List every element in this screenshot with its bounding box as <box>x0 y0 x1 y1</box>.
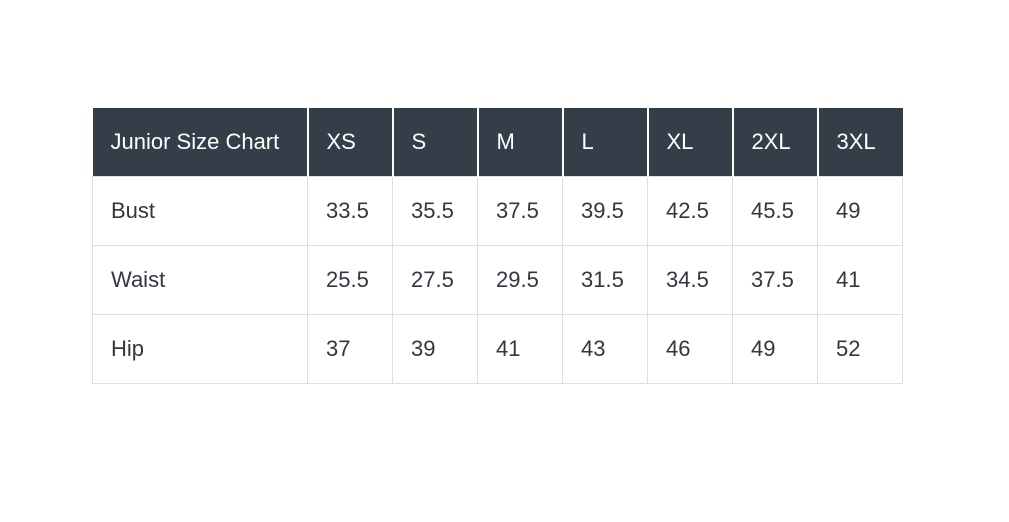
cell-hip-xs: 37 <box>307 314 393 384</box>
cell-waist-xs: 25.5 <box>307 245 393 315</box>
row-label-waist: Waist <box>92 245 308 315</box>
table-row-waist: Waist 25.5 27.5 29.5 31.5 34.5 37.5 41 <box>92 245 903 315</box>
cell-hip-3xl: 52 <box>817 314 903 384</box>
table-header-row: Junior Size Chart XS S M L XL 2XL 3XL <box>92 108 903 177</box>
cell-hip-2xl: 49 <box>732 314 818 384</box>
cell-bust-2xl: 45.5 <box>732 176 818 246</box>
col-header-2xl: 2XL <box>731 108 818 177</box>
cell-bust-m: 37.5 <box>477 176 563 246</box>
cell-hip-l: 43 <box>562 314 648 384</box>
col-header-xs: XS <box>306 108 393 177</box>
junior-size-chart-table: Junior Size Chart XS S M L XL 2XL 3XL Bu… <box>92 108 903 384</box>
cell-bust-3xl: 49 <box>817 176 903 246</box>
table-row-hip: Hip 37 39 41 43 46 49 52 <box>92 314 903 384</box>
cell-bust-s: 35.5 <box>392 176 478 246</box>
col-header-xl: XL <box>646 108 733 177</box>
row-label-bust: Bust <box>92 176 308 246</box>
cell-waist-m: 29.5 <box>477 245 563 315</box>
table-title-cell: Junior Size Chart <box>92 108 308 177</box>
cell-bust-l: 39.5 <box>562 176 648 246</box>
cell-waist-2xl: 37.5 <box>732 245 818 315</box>
col-header-m: M <box>476 108 563 177</box>
row-label-hip: Hip <box>92 314 308 384</box>
cell-waist-s: 27.5 <box>392 245 478 315</box>
cell-bust-xl: 42.5 <box>647 176 733 246</box>
col-header-s: S <box>391 108 478 177</box>
cell-hip-m: 41 <box>477 314 563 384</box>
table-row-bust: Bust 33.5 35.5 37.5 39.5 42.5 45.5 49 <box>92 176 903 246</box>
cell-bust-xs: 33.5 <box>307 176 393 246</box>
cell-hip-xl: 46 <box>647 314 733 384</box>
col-header-3xl: 3XL <box>816 108 903 177</box>
cell-hip-s: 39 <box>392 314 478 384</box>
col-header-l: L <box>561 108 648 177</box>
cell-waist-l: 31.5 <box>562 245 648 315</box>
cell-waist-xl: 34.5 <box>647 245 733 315</box>
size-chart-container: Junior Size Chart XS S M L XL 2XL 3XL Bu… <box>92 108 903 384</box>
cell-waist-3xl: 41 <box>817 245 903 315</box>
